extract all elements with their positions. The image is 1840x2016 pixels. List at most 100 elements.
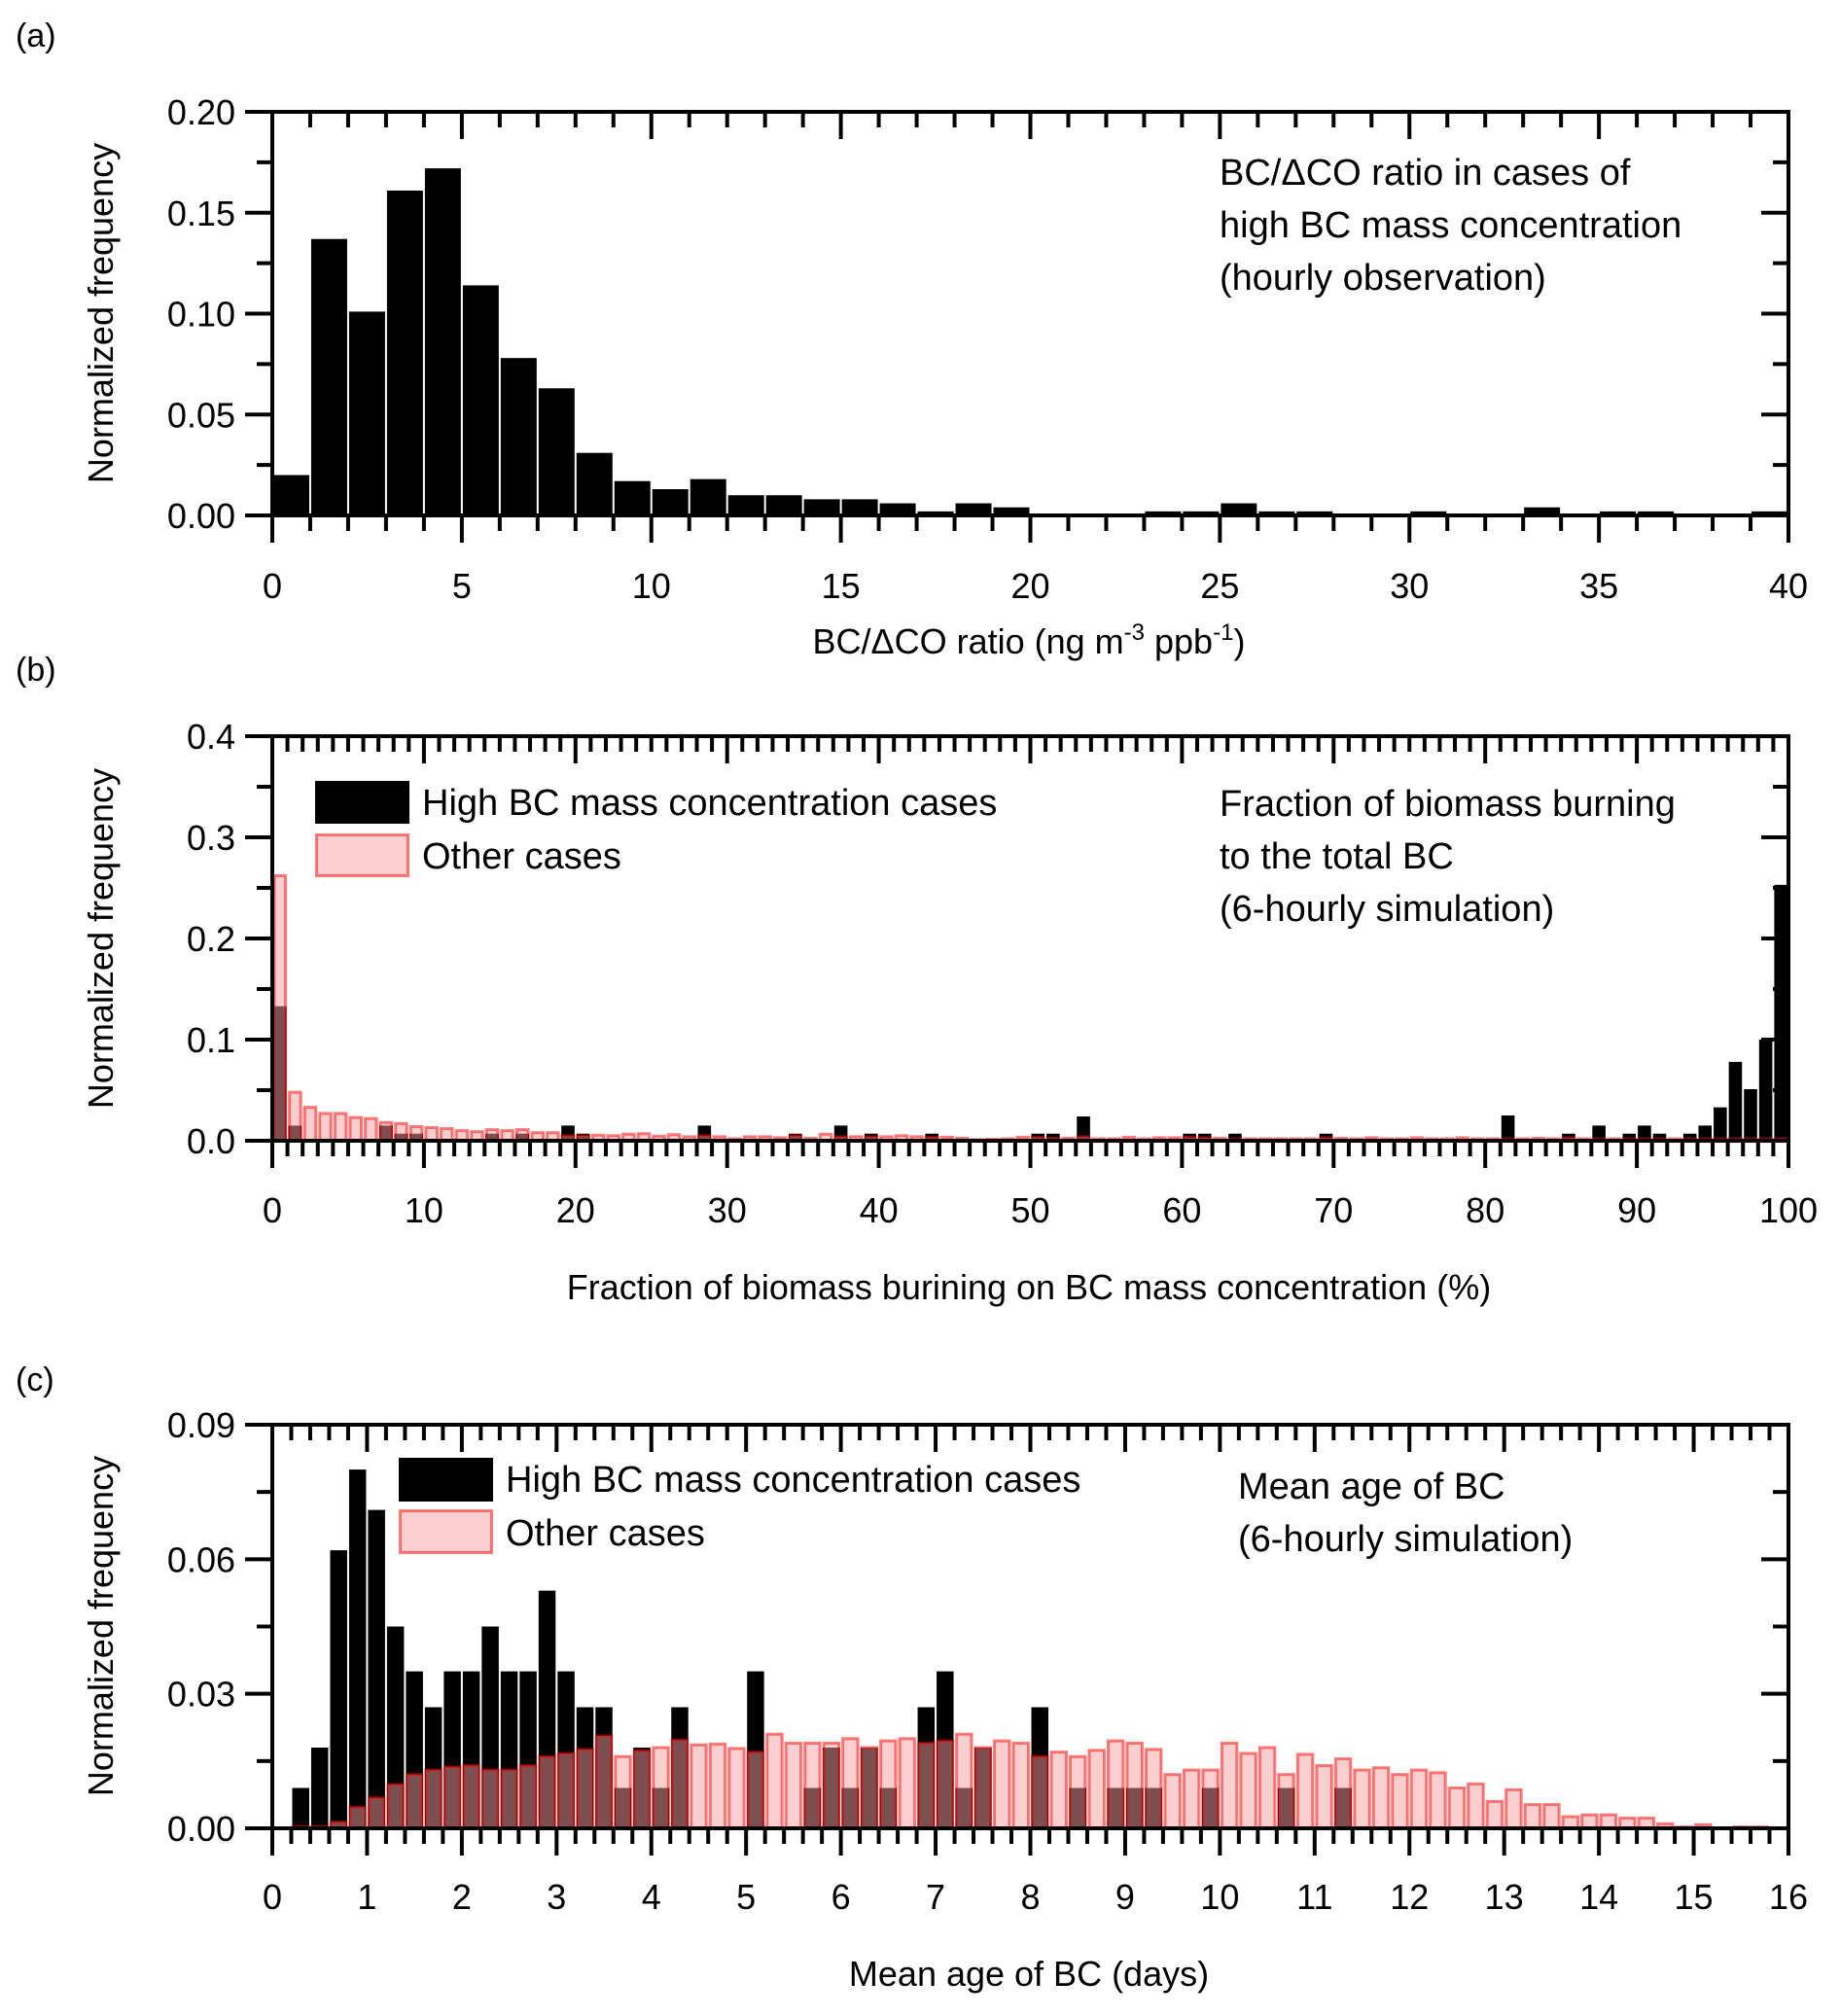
bar-other-cases <box>500 1768 518 1830</box>
bar-other-cases <box>860 1746 879 1830</box>
panel-b-legend-swatch-high-bc <box>315 781 409 824</box>
x-tick-label: 20 <box>1010 566 1049 606</box>
x-tick-label: 0 <box>263 1877 282 1917</box>
bar-other-cases <box>348 1805 367 1830</box>
bar-high-bc <box>993 507 1030 515</box>
bar-high-bc <box>348 311 385 515</box>
bar-other-cases <box>1429 1771 1447 1830</box>
bar-high-bc <box>500 358 537 515</box>
panel-c-legend-swatch-other <box>399 1509 493 1554</box>
y-tick-label: 0.09 <box>167 1405 235 1445</box>
x-tick-label: 14 <box>1579 1877 1618 1917</box>
y-tick-label: 0.0 <box>187 1121 235 1161</box>
bar-other-cases <box>1277 1773 1295 1830</box>
bar-high-bc <box>1592 1125 1606 1141</box>
x-tick-label: 16 <box>1769 1877 1808 1917</box>
bar-other-cases <box>1125 1741 1144 1830</box>
bar-high-bc <box>765 495 802 515</box>
bar-high-bc <box>310 1748 329 1828</box>
x-tick-label: 6 <box>832 1877 851 1917</box>
bar-other-cases <box>1542 1803 1561 1830</box>
bar-other-cases <box>378 1120 394 1143</box>
bar-high-bc <box>955 503 992 515</box>
bar-other-cases <box>727 1747 746 1830</box>
x-tick-label: 70 <box>1314 1190 1353 1230</box>
bar-high-bc <box>727 495 764 515</box>
bar-other-cases <box>424 1125 439 1143</box>
bar-high-bc <box>1228 1133 1242 1141</box>
x-tick-label: 7 <box>926 1877 945 1917</box>
bar-other-cases <box>405 1773 424 1830</box>
bar-high-bc <box>1714 1107 1727 1141</box>
y-tick-label: 0.20 <box>167 92 235 132</box>
bar-other-cases <box>1163 1773 1182 1830</box>
panel-c-legend-label-high-bc: High BC mass concentration cases <box>506 1460 1080 1501</box>
bar-other-cases <box>955 1732 973 1830</box>
panel-a-bars <box>273 168 1787 516</box>
bar-other-cases <box>1315 1763 1333 1830</box>
bar-high-bc <box>1622 1133 1637 1141</box>
panel-b: (b) Normalized frequency Fraction of bio… <box>16 652 1818 1307</box>
bar-other-cases <box>302 1106 318 1143</box>
bar-other-cases <box>1201 1768 1220 1830</box>
bar-high-bc <box>292 1787 309 1828</box>
bar-high-bc <box>1744 1088 1757 1141</box>
bar-other-cases <box>632 1749 652 1830</box>
bar-other-cases <box>1257 1746 1277 1830</box>
y-tick-label: 0.2 <box>187 919 235 959</box>
panel-c-label: (c) <box>16 1362 54 1398</box>
bar-high-bc <box>917 511 954 515</box>
bar-high-bc <box>538 388 575 515</box>
bar-other-cases <box>1144 1748 1163 1830</box>
bar-high-bc <box>1758 1040 1773 1141</box>
x-tick-label: 20 <box>556 1190 595 1230</box>
panel-b-y-axis-title: Normalized frequency <box>81 768 121 1109</box>
bar-high-bc <box>576 452 613 515</box>
bar-high-bc <box>462 285 499 515</box>
bar-other-cases <box>576 1748 594 1830</box>
bar-other-cases <box>408 1124 424 1143</box>
bar-other-cases <box>518 1763 538 1830</box>
bar-other-cases <box>1182 1768 1201 1830</box>
bar-other-cases <box>993 1739 1011 1830</box>
bar-other-cases <box>1087 1749 1106 1830</box>
bar-other-cases <box>1580 1813 1599 1830</box>
bar-other-cases <box>784 1741 803 1830</box>
y-tick-label: 0.05 <box>167 395 235 435</box>
x-tick-label: 10 <box>632 566 671 606</box>
bar-high-bc <box>1183 511 1220 515</box>
bar-high-bc <box>1638 1125 1651 1141</box>
bar-other-cases <box>386 1783 405 1830</box>
bar-high-bc <box>1410 511 1447 515</box>
bar-other-cases <box>1106 1739 1125 1830</box>
bar-other-cases <box>746 1751 765 1830</box>
panel-a-label: (a) <box>16 18 56 54</box>
x-tick-label: 30 <box>1390 566 1429 606</box>
x-tick-label: 50 <box>1010 1190 1049 1230</box>
x-tick-label: 15 <box>1675 1877 1714 1917</box>
x-tick-label: 12 <box>1390 1877 1429 1917</box>
panel-c-x-axis-title: Mean age of BC (days) <box>849 1954 1209 1994</box>
bar-other-cases <box>1391 1773 1409 1830</box>
x-tick-label: 4 <box>642 1877 661 1917</box>
bar-high-bc <box>1774 884 1787 1141</box>
panel-a-x-axis-title: BC/ΔCO ratio (ng m-3 ppb-1) <box>813 619 1246 661</box>
x-tick-label: 2 <box>452 1877 472 1917</box>
bar-high-bc <box>1682 1133 1697 1141</box>
x-tick-label: 40 <box>860 1190 899 1230</box>
bar-other-cases <box>594 1734 614 1830</box>
bar-high-bc <box>1296 511 1333 515</box>
bar-other-cases <box>1011 1741 1030 1830</box>
bar-other-cases <box>348 1115 364 1143</box>
y-tick-label: 0.10 <box>167 295 235 335</box>
bar-high-bc <box>1524 507 1561 515</box>
panel-c: (c) Normalized frequency Mean age of BC … <box>16 1362 1808 1994</box>
x-tick-label: 10 <box>1200 1877 1239 1917</box>
bar-high-bc <box>273 475 309 515</box>
panel-a-y-axis-title: Normalized frequency <box>81 143 121 483</box>
y-tick-label: 0.00 <box>167 1809 235 1849</box>
x-tick-label: 90 <box>1617 1190 1656 1230</box>
bar-high-bc <box>348 1469 367 1828</box>
x-tick-label: 10 <box>405 1190 443 1230</box>
panel-a-annotation-line-2: high BC mass concentration <box>1220 205 1681 246</box>
